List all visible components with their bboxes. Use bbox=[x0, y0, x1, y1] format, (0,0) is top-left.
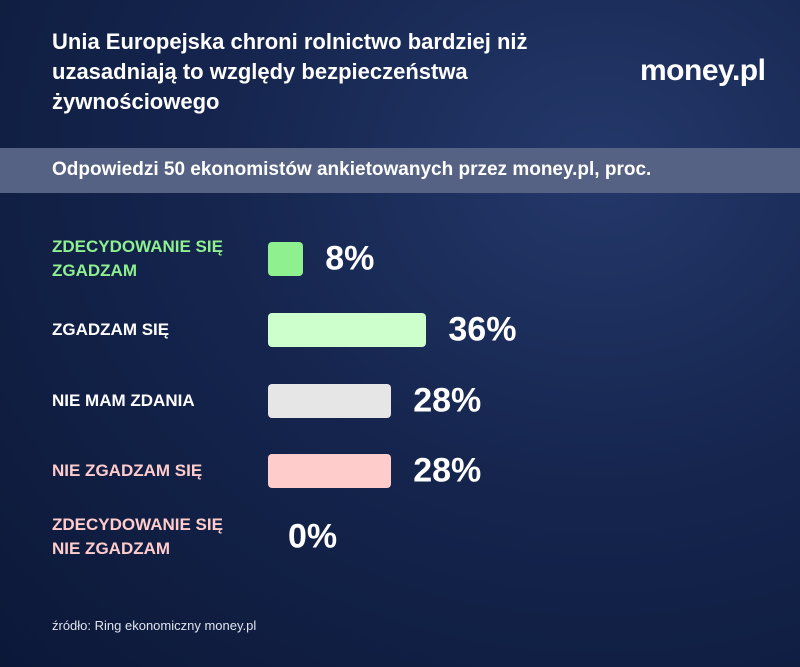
value-label: 28% bbox=[413, 451, 482, 490]
category-label: NIE ZGADZAM SIĘ bbox=[52, 461, 203, 480]
bar bbox=[268, 454, 392, 488]
subtitle-band bbox=[0, 148, 800, 193]
value-label: 0% bbox=[288, 517, 338, 556]
bar bbox=[268, 242, 304, 276]
value-label: 8% bbox=[325, 239, 375, 278]
bar bbox=[268, 313, 427, 347]
category-label: NIE MAM ZDANIA bbox=[52, 391, 195, 410]
bar bbox=[268, 384, 392, 418]
value-label: 36% bbox=[448, 310, 517, 349]
value-label: 28% bbox=[413, 381, 482, 420]
category-label: ZGADZAM SIĘ bbox=[52, 320, 170, 339]
category-label: ZDECYDOWANIE SIĘ ZGADZAM bbox=[52, 237, 223, 280]
chart-subtitle: Odpowiedzi 50 ekonomistów ankietowanych … bbox=[52, 159, 652, 180]
logo: money.pl bbox=[640, 54, 766, 87]
chart-title: Unia Europejska chroni rolnictwo bardzie… bbox=[52, 29, 528, 114]
source-note: źródło: Ring ekonomiczny money.pl bbox=[52, 618, 257, 633]
category-label: ZDECYDOWANIE SIĘ NIE ZGADZAM bbox=[52, 515, 223, 558]
